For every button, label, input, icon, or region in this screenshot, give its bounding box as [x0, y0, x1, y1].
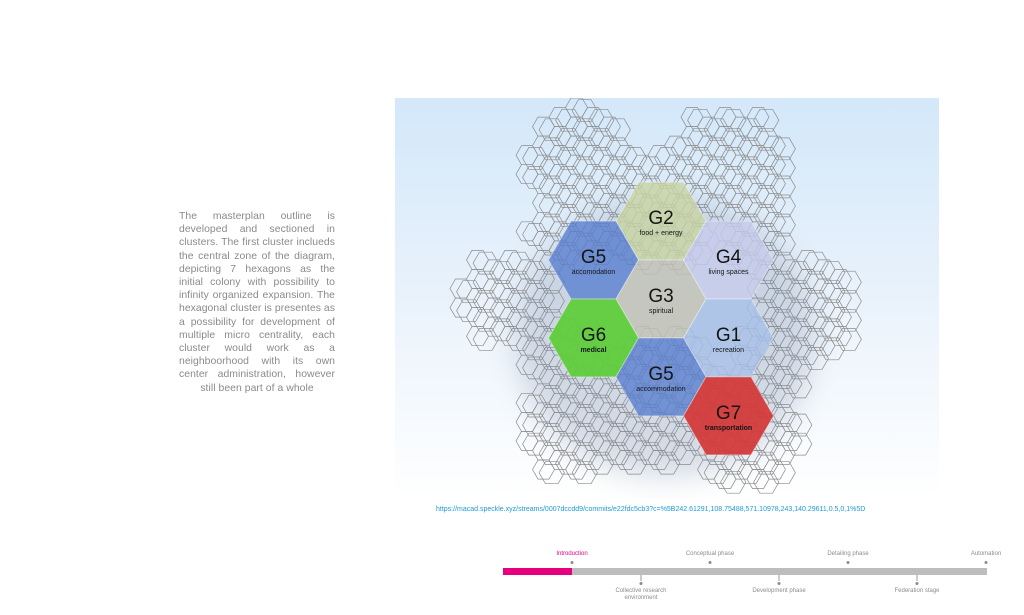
cluster-label: transportation: [705, 425, 752, 432]
timeline-marker: [846, 561, 850, 564]
cluster-label: recreation: [713, 347, 744, 354]
cluster-label: living spaces: [708, 269, 749, 276]
timeline-tick: [778, 575, 780, 581]
timeline-marker: [777, 582, 781, 585]
timeline-marker: [708, 561, 712, 564]
cluster-code: G4: [716, 247, 742, 268]
cluster-label: spiritual: [649, 308, 674, 315]
timeline-stage-label[interactable]: Conceptual phase: [685, 551, 735, 557]
cluster-code: G7: [716, 403, 741, 424]
cluster-label: accommodation: [636, 386, 686, 393]
timeline-stage-label[interactable]: Introduction: [556, 551, 588, 557]
hexagon-cluster-diagram: G2 food + energy G5 accomodation G4 living sp…: [395, 98, 939, 499]
timeline-stage-label[interactable]: Detailing phase: [827, 551, 869, 557]
speckle-stream-link[interactable]: https://macad.speckle.xyz/streams/0007dc…: [436, 506, 866, 513]
cluster-code: G3: [648, 286, 673, 307]
cluster-code: G5: [581, 247, 606, 268]
cluster-code: G1: [716, 325, 741, 346]
cluster-code: G5: [648, 364, 673, 385]
timeline-stage-label[interactable]: Federation stage: [894, 588, 940, 594]
timeline-stage-label[interactable]: Development phase: [752, 588, 806, 594]
cluster-code: G2: [648, 208, 673, 229]
timeline-track: [503, 568, 987, 575]
timeline-progress: [503, 568, 572, 575]
project-timeline: Introduction Collective research environm…: [490, 540, 1010, 610]
cluster-code: G6: [581, 325, 606, 346]
cluster-label: medical: [580, 347, 606, 354]
cluster-label: food + energy: [639, 230, 683, 237]
timeline-tick: [640, 575, 642, 581]
timeline-marker: [570, 561, 574, 564]
timeline-stage-label[interactable]: Automation: [970, 551, 1002, 557]
timeline-tick: [916, 575, 918, 581]
timeline-marker: [639, 582, 643, 585]
masterplan-description: The masterplan outline is developed and …: [179, 211, 335, 394]
timeline-marker: [984, 561, 988, 564]
timeline-marker: [915, 582, 919, 585]
cluster-label: accomodation: [572, 269, 616, 276]
timeline-stage-label[interactable]: Collective research environment: [615, 588, 667, 601]
